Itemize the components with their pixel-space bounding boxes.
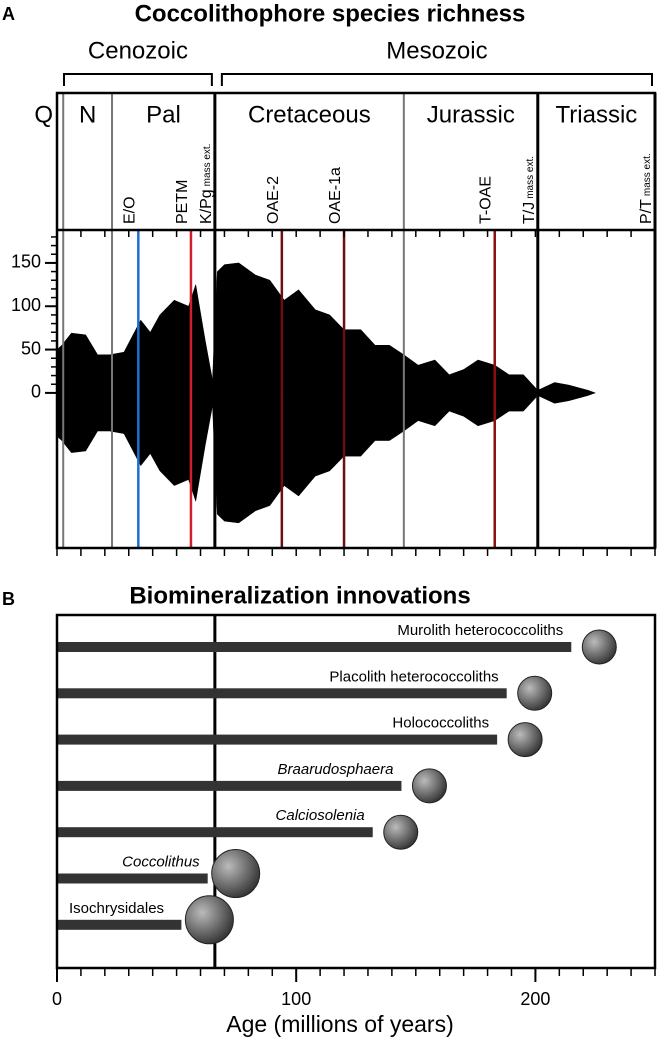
fossil-image	[507, 722, 543, 758]
fossil-image	[211, 849, 261, 898]
y-tick-label: 100	[11, 295, 41, 315]
x-tick-label: 100	[281, 989, 311, 1009]
x-tick-label: 0	[52, 989, 62, 1009]
period-label: Jurassic	[427, 101, 515, 128]
period-label: Q	[34, 101, 53, 128]
event-label: T-OAE	[478, 176, 495, 224]
plot-frame	[55, 91, 657, 550]
panel-letter: B	[2, 589, 15, 609]
event-label: OAE-2	[265, 176, 282, 224]
y-tick-label: 0	[31, 382, 41, 402]
event-name: E/O	[122, 196, 139, 224]
event-name: T/J	[521, 202, 538, 224]
bar	[57, 873, 208, 884]
fossil-image	[383, 814, 419, 850]
era-bracket	[63, 73, 213, 86]
event-label: PETM	[174, 180, 191, 224]
x-axis-label: Age (millions of years)	[226, 1011, 454, 1037]
fossil-image	[184, 895, 234, 945]
y-tick-label: 150	[11, 252, 41, 272]
bar-label: Coccolithus	[122, 853, 200, 870]
bar	[57, 642, 572, 652]
plot-frame	[55, 613, 657, 970]
event-label: E/O	[122, 196, 139, 224]
event-label: K/Pg mass ext.	[198, 144, 215, 224]
bar	[57, 919, 182, 930]
event-note: mass ext.	[202, 144, 213, 187]
era-bracket	[220, 73, 653, 86]
panel-letter: A	[2, 4, 15, 24]
period-label: Pal	[146, 101, 181, 128]
y-tick-label: 50	[21, 338, 41, 358]
chart-title: Biomineralization innovations	[129, 582, 470, 609]
bar-label: Isochrysidales	[69, 900, 164, 917]
bar-label: Placolith heterococcoliths	[329, 668, 498, 685]
bar	[57, 780, 402, 791]
event-note: mass ext.	[642, 153, 653, 196]
fossil-image	[411, 768, 447, 804]
chart-title: Coccolithophore species richness	[135, 0, 526, 27]
event-name: K/Pg	[198, 189, 215, 224]
event-label: T/J mass ext.	[521, 156, 538, 224]
event-name: T-OAE	[478, 176, 495, 224]
bar-label: Braarudosphaera	[278, 761, 394, 778]
bar	[57, 734, 498, 745]
event-label: OAE-1a	[327, 167, 344, 224]
event-note: mass ext.	[524, 156, 535, 199]
period-label: Cretaceous	[248, 101, 371, 128]
event-name: OAE-2	[265, 176, 282, 224]
period-label: Triassic	[556, 101, 638, 128]
event-name: P/T	[638, 199, 655, 224]
fossil-image	[517, 675, 553, 711]
era-label: Mesozoic	[386, 37, 487, 64]
event-name: PETM	[174, 180, 191, 224]
bar-label: Murolith heterococcoliths	[397, 622, 563, 639]
bar	[57, 688, 507, 699]
x-tick-label: 200	[520, 989, 550, 1009]
bar-label: Holococcoliths	[392, 715, 489, 732]
bar-label: Calciosolenia	[276, 807, 365, 824]
event-label: P/T mass ext.	[638, 153, 655, 224]
fossil-image	[581, 629, 617, 665]
era-label: Cenozoic	[88, 37, 188, 64]
event-name: OAE-1a	[327, 167, 344, 224]
bar	[57, 827, 373, 838]
period-label: N	[79, 101, 96, 128]
